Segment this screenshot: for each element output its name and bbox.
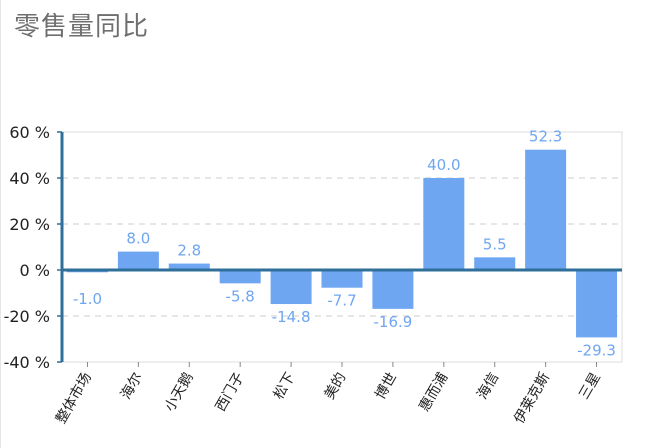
data-label: 52.3 — [529, 128, 562, 146]
bar[interactable] — [576, 270, 618, 338]
y-tick-label: 20 % — [9, 215, 50, 234]
category-label: 博世 — [372, 370, 401, 403]
category-label: 整体市场 — [52, 370, 95, 427]
y-tick-label: 40 % — [9, 169, 50, 188]
data-label: -7.7 — [327, 292, 356, 310]
category-label: 美的 — [322, 370, 350, 402]
bar[interactable] — [372, 270, 414, 309]
data-label: -1.0 — [73, 290, 102, 308]
data-label: -5.8 — [226, 287, 255, 305]
category-label: 松下 — [271, 370, 299, 402]
chart-title: 零售量同比 — [14, 12, 150, 42]
data-label: -29.3 — [577, 341, 616, 359]
bar[interactable] — [474, 257, 516, 270]
bar[interactable] — [423, 178, 465, 270]
y-tick-label: -40 % — [4, 353, 50, 372]
category-label: 西门子 — [213, 370, 248, 414]
bar[interactable] — [525, 149, 567, 270]
bar[interactable] — [270, 270, 312, 305]
y-tick-label: -20 % — [4, 307, 50, 326]
category-label: 三星 — [576, 370, 604, 402]
category-label: 伊莱克斯 — [511, 370, 553, 426]
bar[interactable] — [168, 263, 210, 270]
data-label: 40.0 — [427, 156, 460, 174]
category-label: 海信 — [474, 370, 502, 402]
data-label: 5.5 — [483, 235, 507, 253]
data-label: 8.0 — [126, 230, 150, 248]
data-label: 2.8 — [177, 242, 201, 260]
category-label: 海尔 — [118, 370, 146, 402]
category-label: 小天鹅 — [161, 370, 197, 415]
bar[interactable] — [219, 270, 261, 284]
card-edge — [0, 0, 1, 448]
y-tick-label: 0 % — [20, 261, 50, 280]
y-tick-label: 60 % — [9, 123, 50, 142]
category-label: 惠而浦 — [416, 370, 451, 414]
bar[interactable] — [117, 251, 159, 270]
data-label: -14.8 — [272, 308, 311, 326]
bar[interactable] — [321, 270, 363, 288]
data-label: -16.9 — [374, 313, 413, 331]
